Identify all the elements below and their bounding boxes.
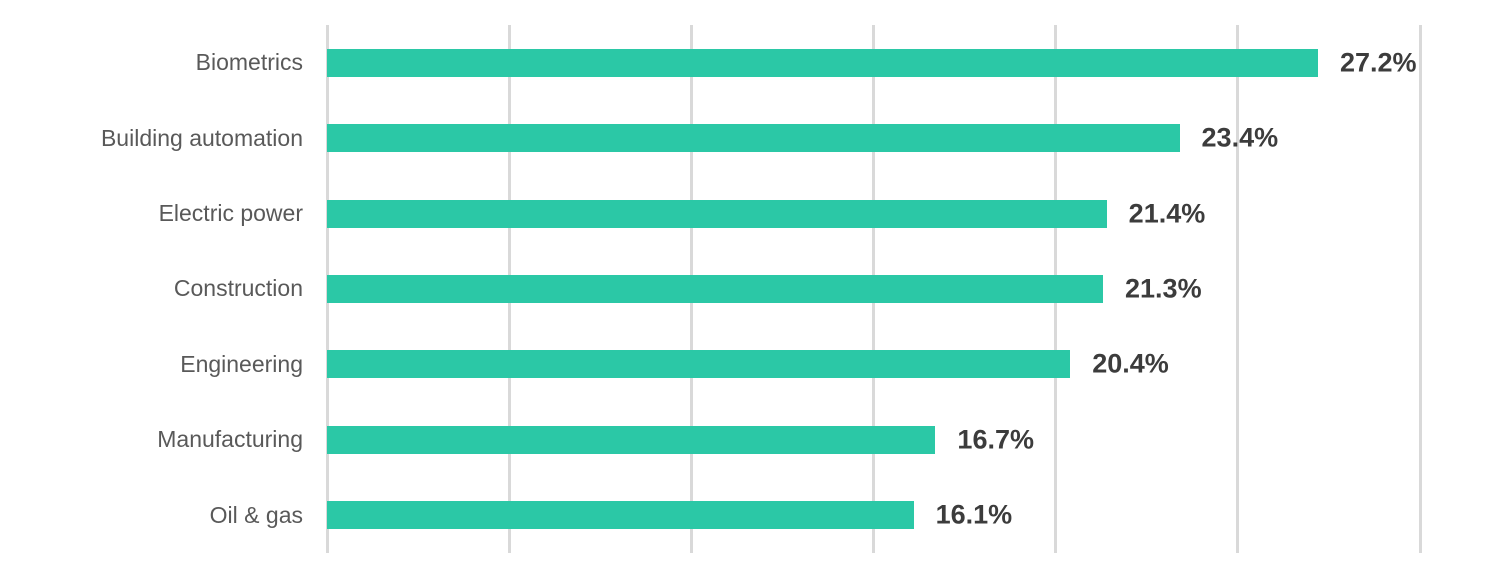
value-label: 21.4% (1128, 198, 1206, 229)
bar-row: 21.4% (327, 176, 1420, 251)
value-label: 27.2% (1339, 47, 1417, 78)
bar-electric-power (327, 199, 1107, 228)
bar-row: 16.1% (327, 478, 1420, 553)
value-label: 20.4% (1092, 348, 1169, 379)
gridline (1418, 25, 1422, 553)
bar-row: 21.3% (327, 251, 1420, 326)
bar-row: 27.2% (327, 25, 1420, 100)
gridline (1236, 25, 1240, 553)
bar-row: 23.4% (327, 100, 1420, 175)
bar-building-automation (327, 124, 1180, 153)
value-label: 23.4% (1201, 122, 1279, 153)
value-label: 16.1% (935, 499, 1013, 530)
bar-row: 20.4% (327, 327, 1420, 402)
category-label: Construction (173, 275, 303, 302)
category-label: Building automation (100, 124, 303, 151)
category-label: Manufacturing (157, 426, 303, 453)
category-label: Oil & gas (209, 501, 303, 528)
bar-row: 16.7% (327, 402, 1420, 477)
value-label: 21.3% (1125, 273, 1202, 304)
bar-biometrics (327, 48, 1318, 77)
bar-construction (327, 274, 1104, 303)
category-label: Electric power (158, 200, 303, 227)
plot-area: 27.2% 23.4% 21.4% 21.3% 20.4% 16.7% 16.1% (325, 25, 1422, 553)
value-label: 16.7% (957, 424, 1034, 455)
category-label: Engineering (180, 350, 303, 377)
bar-engineering (327, 350, 1071, 379)
bar-oil-gas (327, 501, 914, 530)
bar-manufacturing (327, 425, 936, 454)
category-label: Biometrics (195, 49, 303, 76)
